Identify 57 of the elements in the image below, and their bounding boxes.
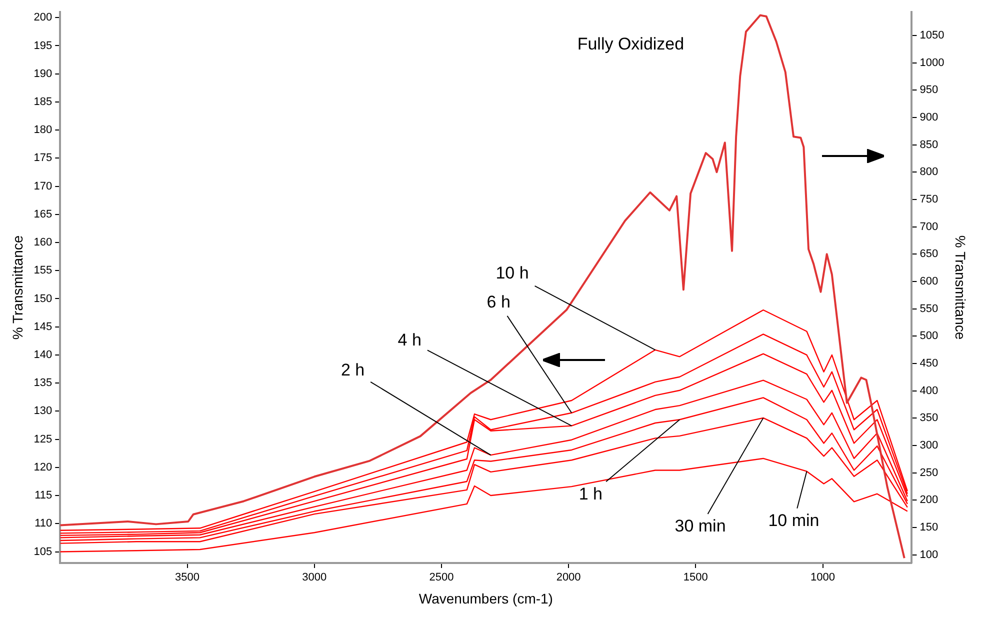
y-tick-label: 170 bbox=[34, 180, 52, 192]
y-tick-label: 140 bbox=[34, 349, 52, 361]
y2-tick-label: 1000 bbox=[920, 56, 944, 69]
y2-tick-label: 500 bbox=[920, 330, 938, 342]
y-axis-title: % Transmittance bbox=[9, 235, 26, 340]
y2-tick-label: 100 bbox=[920, 548, 938, 561]
y-tick-label: 185 bbox=[34, 96, 52, 108]
y2-tick-label: 200 bbox=[920, 494, 938, 506]
y-tick-label: 195 bbox=[34, 40, 52, 52]
y-tick-label: 115 bbox=[34, 490, 52, 502]
y-tick-label: 130 bbox=[34, 405, 52, 418]
y-tick-label: 110 bbox=[34, 518, 52, 530]
annotation: 2 h bbox=[340, 360, 365, 380]
y-tick-label: 160 bbox=[34, 236, 52, 249]
y2-tick-label: 800 bbox=[920, 166, 938, 178]
annotation: Fully Oxidized bbox=[577, 34, 684, 54]
y2-tick-label: 400 bbox=[920, 384, 938, 397]
y-tick-label: 190 bbox=[34, 68, 52, 80]
y2-tick-label: 300 bbox=[920, 440, 938, 452]
annotation: 10 min bbox=[768, 511, 820, 530]
annotation: 10 h bbox=[496, 264, 529, 283]
y2-tick-label: 700 bbox=[920, 220, 938, 233]
y2-tick-label: 450 bbox=[920, 358, 938, 370]
y-tick-label: 155 bbox=[34, 264, 52, 277]
x-axis-title: Wavenumbers (cm-1) bbox=[418, 590, 553, 606]
annotation: 6 h bbox=[486, 292, 510, 312]
annotation: 1 h bbox=[578, 484, 602, 504]
y-tick-label: 180 bbox=[34, 124, 52, 136]
y2-tick-label: 600 bbox=[920, 276, 938, 288]
y2-tick-label: 850 bbox=[920, 138, 938, 151]
x-tick-label: 1500 bbox=[683, 572, 708, 584]
y-tick-label: 165 bbox=[34, 208, 52, 220]
y2-tick-label: 950 bbox=[920, 84, 938, 96]
x-tick-label: 1000 bbox=[810, 572, 835, 584]
y2-tick-label: 550 bbox=[920, 302, 938, 315]
y2-axis-title: % Transmittance bbox=[952, 235, 969, 340]
y-tick-label: 175 bbox=[34, 152, 52, 164]
y-tick-label: 135 bbox=[34, 377, 52, 390]
y-tick-label: 145 bbox=[34, 320, 52, 333]
x-tick-label: 3000 bbox=[302, 572, 327, 584]
y2-tick-label: 350 bbox=[920, 412, 938, 424]
y2-tick-label: 150 bbox=[920, 522, 938, 534]
y2-tick-label: 900 bbox=[920, 112, 938, 124]
y2-tick-label: 1050 bbox=[920, 30, 944, 42]
y-tick-label: 200 bbox=[34, 12, 52, 24]
y-tick-label: 150 bbox=[34, 292, 52, 305]
x-tick-label: 2000 bbox=[556, 572, 581, 584]
x-tick-label: 2500 bbox=[429, 572, 454, 584]
y2-tick-label: 650 bbox=[920, 248, 938, 260]
x-tick-label: 3500 bbox=[175, 572, 200, 584]
y2-tick-label: 750 bbox=[920, 194, 938, 206]
y-tick-label: 120 bbox=[34, 461, 52, 474]
y-tick-label: 125 bbox=[34, 433, 52, 446]
y2-tick-label: 250 bbox=[920, 466, 938, 479]
y-tick-label: 105 bbox=[34, 546, 52, 558]
annotation: 4 h bbox=[398, 330, 422, 350]
annotation: 30 min bbox=[674, 516, 726, 536]
